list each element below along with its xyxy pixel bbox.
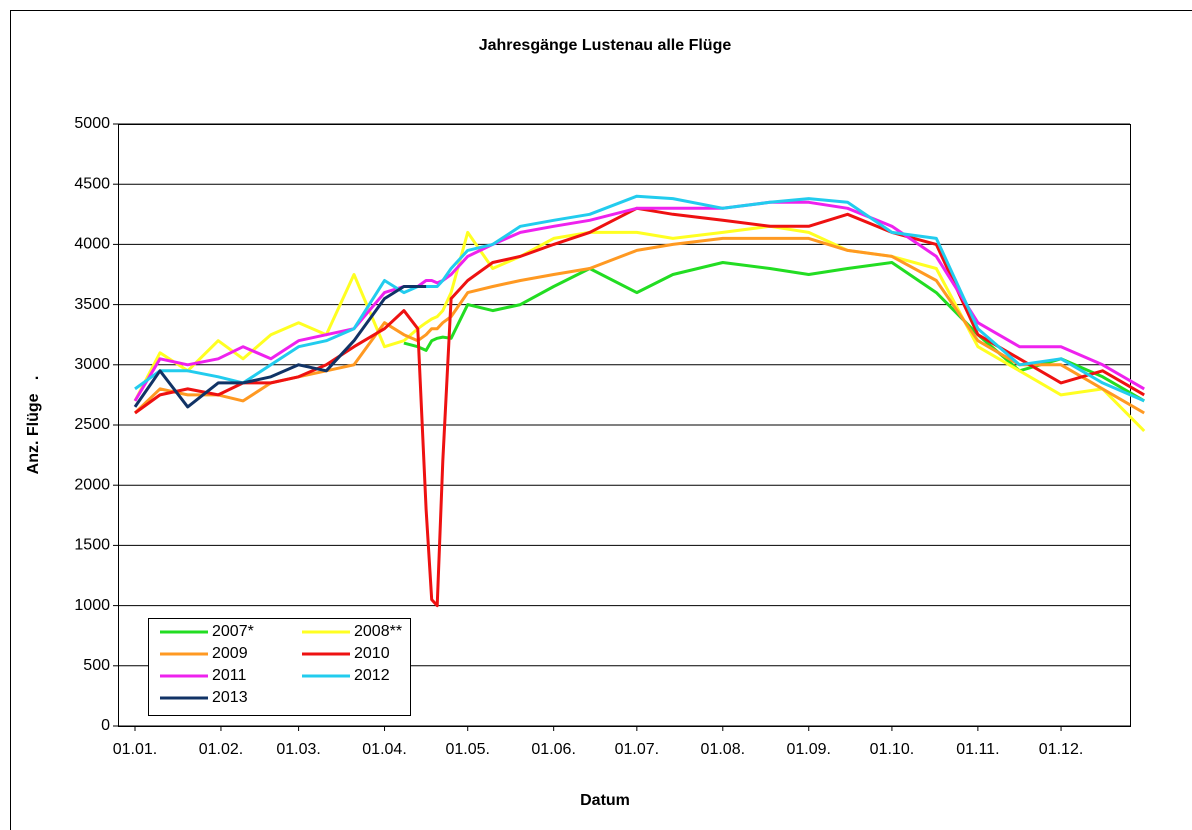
y-tick-label: 500	[83, 657, 110, 674]
series-line	[133, 285, 427, 409]
x-axis-label: Datum	[580, 792, 630, 809]
plot-area	[118, 124, 1131, 727]
y-tick-label: 2500	[74, 416, 110, 433]
chart-title: Jahresgänge Lustenau alle Flüge	[479, 37, 732, 54]
y-tick-label: 0	[101, 717, 110, 734]
x-tick-label: 01.05.	[445, 741, 489, 758]
x-tick-label: 01.02.	[199, 741, 243, 758]
x-tick-label: 01.03.	[276, 741, 320, 758]
legend-label: 2012	[354, 667, 390, 684]
series-line	[133, 224, 1146, 433]
y-tick-label: 3000	[74, 356, 110, 373]
legend-label: 2010	[354, 645, 390, 662]
y-tick-label: 5000	[74, 115, 110, 132]
x-tick-label: 01.01.	[113, 741, 157, 758]
x-tick-label: 01.06.	[531, 741, 575, 758]
x-tick-label: 01.08.	[701, 741, 745, 758]
legend-label: 2007*	[212, 623, 254, 640]
legend-label: 2009	[212, 645, 248, 662]
y-tick-label: 1000	[74, 597, 110, 614]
series-line	[133, 200, 1145, 402]
x-tick-label: 01.12.	[1039, 741, 1083, 758]
x-tick-label: 01.09.	[787, 741, 831, 758]
y-tick-label: 4000	[74, 236, 110, 253]
x-tick-label: 01.04.	[362, 741, 406, 758]
legend-label: 2011	[212, 667, 247, 684]
y-tick-label: 4500	[74, 175, 110, 192]
legend-label: 2013	[212, 689, 248, 706]
y-tick-label: 2000	[74, 476, 110, 493]
y-tick-label: 1500	[74, 537, 110, 554]
x-tick-label: 01.07.	[615, 741, 659, 758]
legend-label: 2008**	[354, 623, 402, 640]
series-line	[134, 194, 1145, 403]
y-tick-label: 3500	[74, 296, 110, 313]
y-axis-label: Anz. Flüge .	[25, 376, 42, 475]
x-tick-label: 01.10.	[870, 741, 914, 758]
x-tick-label: 01.11.	[956, 741, 999, 758]
